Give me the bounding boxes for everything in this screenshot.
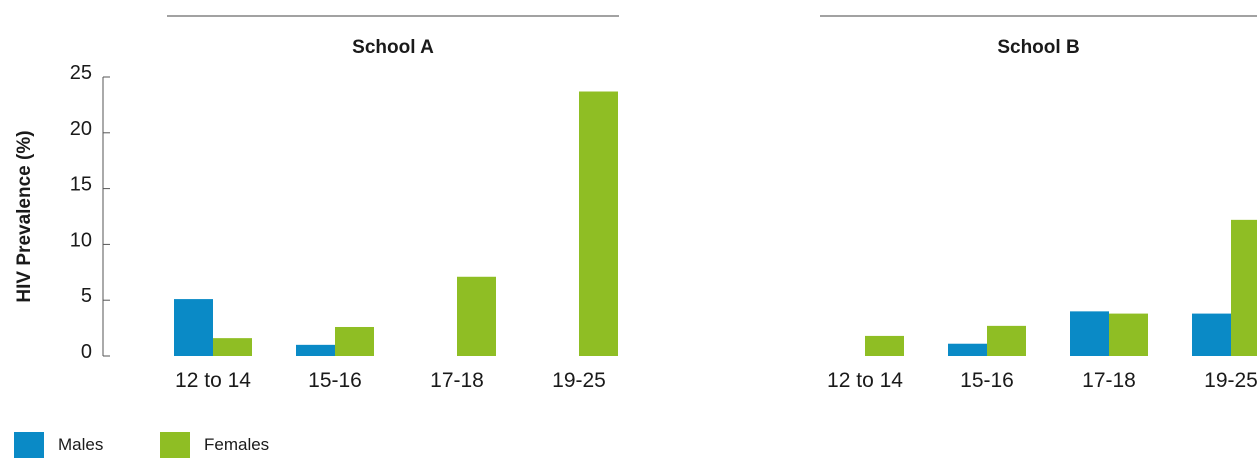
school-a-y-tick-label: 0: [81, 341, 92, 363]
legend-item-females: Females: [160, 432, 269, 458]
legend-swatch-males: [14, 432, 44, 458]
school-b-bar-females-3: [1109, 313, 1148, 356]
school-a-x-tick-label: 12 to 14: [175, 369, 251, 392]
school-a-title: School A: [352, 37, 434, 58]
school-b-x-tick-label: 15-16: [960, 369, 1014, 392]
school-b-bar-males-3: [1070, 311, 1109, 356]
legend-label-females: Females: [204, 435, 270, 454]
school-a-y-tick-label: 5: [81, 285, 92, 307]
school-b-title: School B: [997, 37, 1079, 58]
legend-label-males: Males: [58, 435, 104, 454]
school-a-y-axis-label: HIV Prevalence (%): [14, 130, 35, 302]
school-a-bar-females-4: [579, 91, 618, 357]
school-a-x-tick-label: 17-18: [430, 369, 484, 392]
school-b-x-tick-label: 12 to 14: [827, 369, 903, 392]
school-a-bar-females-1: [213, 338, 252, 356]
school-b-bar-males-2: [948, 343, 987, 356]
school-a-bar-males-1: [174, 299, 213, 356]
legend-item-males: Males: [14, 432, 103, 458]
school-b-bar-females-4: [1231, 219, 1257, 356]
school-b-x-tick-label: 19-25: [1204, 369, 1257, 392]
school-a-y-tick-label: 15: [70, 174, 92, 196]
school-a-bar-males-2: [296, 344, 335, 356]
school-a-y-tick-label: 25: [70, 62, 92, 84]
legend-swatch-females: [160, 432, 190, 458]
school-a-x-tick-label: 15-16: [308, 369, 362, 392]
school-a-y-tick-label: 10: [70, 229, 92, 251]
school-b-x-tick-label: 17-18: [1082, 369, 1136, 392]
school-a-bar-females-2: [335, 326, 374, 356]
school-a-y-tick-label: 20: [70, 118, 92, 140]
school-b-bar-males-4: [1192, 313, 1231, 356]
school-a-bar-females-3: [457, 276, 496, 356]
school-a-x-tick-label: 19-25: [552, 369, 606, 392]
school-b-bar-females-1: [865, 335, 904, 356]
school-b-bar-females-2: [987, 325, 1026, 356]
